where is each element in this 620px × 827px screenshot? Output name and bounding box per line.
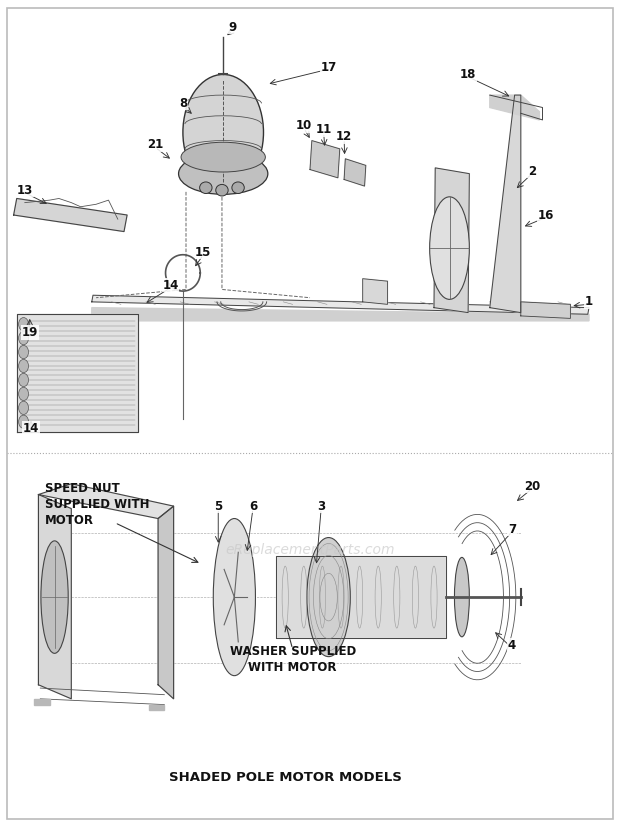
Text: 16: 16 <box>538 208 554 222</box>
Polygon shape <box>434 168 469 313</box>
Text: 8: 8 <box>179 97 187 110</box>
Polygon shape <box>344 159 366 186</box>
Text: 14: 14 <box>162 279 179 292</box>
Text: WASHER SUPPLIED
WITH MOTOR: WASHER SUPPLIED WITH MOTOR <box>229 645 356 675</box>
Ellipse shape <box>183 74 264 190</box>
Text: 2: 2 <box>528 165 536 178</box>
Polygon shape <box>521 302 570 318</box>
Polygon shape <box>38 484 174 519</box>
Text: 12: 12 <box>336 130 352 143</box>
Text: 18: 18 <box>460 68 476 81</box>
Circle shape <box>19 346 29 359</box>
Ellipse shape <box>181 142 265 172</box>
Polygon shape <box>17 314 138 432</box>
Text: 13: 13 <box>17 184 33 197</box>
Polygon shape <box>38 495 71 699</box>
Text: 14: 14 <box>23 422 39 435</box>
Polygon shape <box>310 141 340 178</box>
Ellipse shape <box>213 519 255 676</box>
Circle shape <box>19 360 29 373</box>
Polygon shape <box>149 705 164 710</box>
Text: SHADED POLE MOTOR MODELS: SHADED POLE MOTOR MODELS <box>169 771 402 784</box>
Ellipse shape <box>454 557 469 637</box>
Polygon shape <box>490 95 521 313</box>
Text: 10: 10 <box>296 119 312 132</box>
Text: 7: 7 <box>508 523 516 536</box>
Polygon shape <box>92 295 589 314</box>
Circle shape <box>19 373 29 386</box>
Polygon shape <box>276 556 446 638</box>
Text: 4: 4 <box>507 638 516 652</box>
Ellipse shape <box>179 153 268 194</box>
Circle shape <box>19 332 29 345</box>
Polygon shape <box>363 279 388 304</box>
Text: 6: 6 <box>249 500 257 513</box>
Polygon shape <box>34 699 50 705</box>
Text: 17: 17 <box>321 61 337 74</box>
Circle shape <box>19 387 29 400</box>
Text: 5: 5 <box>214 500 223 513</box>
Polygon shape <box>14 198 127 232</box>
Ellipse shape <box>232 182 244 194</box>
Polygon shape <box>490 95 539 120</box>
Polygon shape <box>158 506 174 699</box>
Circle shape <box>19 318 29 331</box>
Text: eReplacementParts.com: eReplacementParts.com <box>225 543 395 557</box>
Text: SPEED NUT
SUPPLIED WITH
MOTOR: SPEED NUT SUPPLIED WITH MOTOR <box>45 482 149 527</box>
Text: 15: 15 <box>195 246 211 259</box>
Text: 3: 3 <box>317 500 326 513</box>
Text: 19: 19 <box>22 326 38 339</box>
Circle shape <box>19 401 29 414</box>
Ellipse shape <box>430 197 469 299</box>
Text: 20: 20 <box>524 480 540 493</box>
Text: 21: 21 <box>147 138 163 151</box>
Text: 11: 11 <box>316 123 332 136</box>
Ellipse shape <box>200 182 212 194</box>
Ellipse shape <box>216 184 228 196</box>
Circle shape <box>19 415 29 428</box>
Text: 9: 9 <box>228 21 237 34</box>
Text: 1: 1 <box>585 295 593 308</box>
Polygon shape <box>92 308 589 321</box>
Ellipse shape <box>307 538 350 657</box>
Ellipse shape <box>41 541 68 653</box>
